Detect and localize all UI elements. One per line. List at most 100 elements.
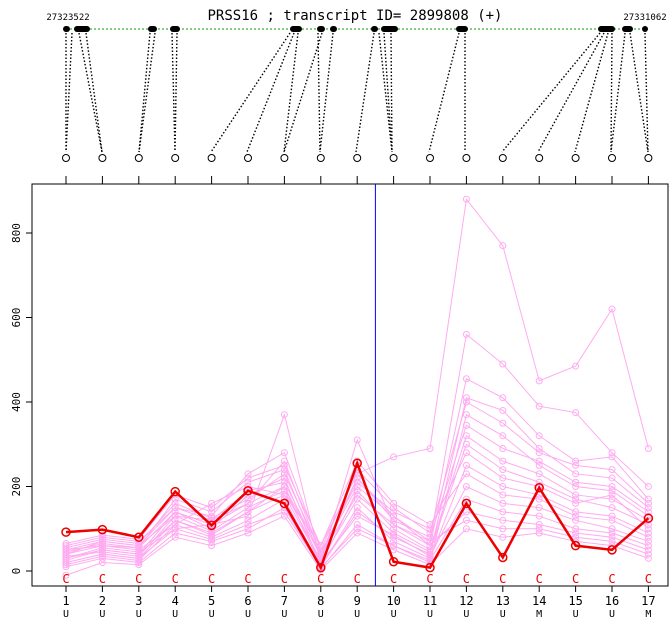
background-series-point (426, 533, 434, 541)
background-series-point (244, 499, 252, 507)
background-series-point (98, 537, 106, 545)
background-series-point (535, 525, 543, 533)
background-series-point (608, 533, 616, 541)
y-tick-label: 600 (10, 308, 23, 328)
exon-block (330, 26, 337, 32)
background-series-point (171, 525, 179, 533)
plot-frame (31, 183, 669, 587)
x-sublabel: U (609, 609, 615, 620)
x-tick-label: 10 (386, 594, 400, 608)
background-series-point (390, 453, 398, 461)
background-series-line (65, 485, 649, 564)
probe-connector (65, 32, 73, 153)
background-series-point (280, 466, 288, 474)
background-series-point (572, 525, 580, 533)
background-series-point (462, 516, 470, 524)
x-tick-label: 17 (641, 594, 655, 608)
background-series-point (608, 537, 616, 545)
probe-connector (537, 32, 605, 153)
background-series-point (608, 449, 616, 457)
background-series-point (62, 550, 70, 558)
background-series-point (535, 377, 543, 385)
background-series-line (65, 435, 649, 566)
x-sublabel: U (99, 609, 105, 620)
background-series-point (244, 504, 252, 512)
background-series-point (353, 487, 361, 495)
probe-circle-icon (644, 154, 653, 162)
probe-connector (355, 32, 375, 153)
background-series-point (499, 360, 507, 368)
probe-circle-icon (426, 154, 434, 162)
background-series-point (135, 561, 143, 569)
background-series-point (62, 571, 70, 579)
x-sublabel: U (500, 609, 506, 620)
y-axis: 0 200 400 600 800 (10, 223, 32, 574)
background-series-point (462, 449, 470, 457)
background-series (62, 195, 652, 579)
x-tick-label: 8 (317, 594, 324, 608)
background-series-point (62, 546, 70, 554)
background-series-point (353, 491, 361, 499)
background-series-point (98, 550, 106, 558)
background-series-point (499, 406, 507, 414)
exon-block (317, 26, 325, 32)
background-series-line (65, 464, 649, 568)
background-series-point (244, 521, 252, 529)
highlight-series-point (352, 458, 362, 469)
x-tick-label: 13 (496, 594, 510, 608)
x-sublabel: U (63, 609, 69, 620)
background-series-point (608, 512, 616, 520)
background-series-point (462, 461, 470, 469)
background-series-point (353, 474, 361, 482)
background-series-point (280, 411, 288, 419)
background-series-point (572, 529, 580, 537)
probe-connectors (65, 32, 649, 153)
background-series-point (572, 461, 580, 469)
background-series-point (608, 483, 616, 490)
x-marker-label: C (244, 572, 251, 586)
x-tick-label: 11 (423, 594, 437, 608)
probe-connector (319, 32, 334, 153)
exon-block (290, 26, 302, 32)
background-series-point (644, 504, 652, 512)
highlight-series-point (316, 562, 326, 573)
x-tick-label: 7 (281, 594, 288, 608)
background-series-point (499, 457, 507, 465)
background-series-point (644, 554, 652, 562)
highlight-series-point (134, 532, 144, 542)
exon-block (170, 26, 180, 32)
background-series-point (280, 449, 288, 457)
background-series-point (390, 512, 398, 520)
probe-circle-icon (608, 154, 616, 162)
x-sublabel: U (463, 609, 469, 620)
background-series-point (353, 529, 361, 537)
probe-connector (378, 32, 393, 153)
background-series-point (390, 546, 398, 554)
background-series-point (644, 444, 652, 452)
probe-connector (644, 32, 649, 153)
background-series-point (462, 375, 470, 383)
exon-block (642, 26, 648, 32)
background-series-point (572, 457, 580, 465)
x-marker-label: C (463, 572, 470, 586)
x-marker-label: C (208, 572, 215, 586)
background-series-point (280, 470, 288, 478)
background-series-point (535, 512, 543, 520)
x-marker-label: C (135, 572, 142, 586)
x-tick-label: 16 (605, 594, 619, 608)
background-series-point (462, 525, 470, 533)
background-series-point (244, 512, 252, 520)
background-series-point (244, 508, 252, 516)
background-series-point (135, 544, 143, 552)
x-marker-label: C (281, 572, 288, 586)
highlight-series (61, 458, 654, 573)
background-series-point (462, 411, 470, 419)
x-marker-label: C (62, 572, 69, 586)
x-sublabel: U (318, 609, 324, 620)
x-marker-label: C (426, 572, 433, 586)
x-tick-label: 15 (568, 594, 582, 608)
background-series-point (462, 330, 470, 338)
background-series-point (426, 542, 434, 550)
probe-circle-icon (535, 154, 544, 162)
